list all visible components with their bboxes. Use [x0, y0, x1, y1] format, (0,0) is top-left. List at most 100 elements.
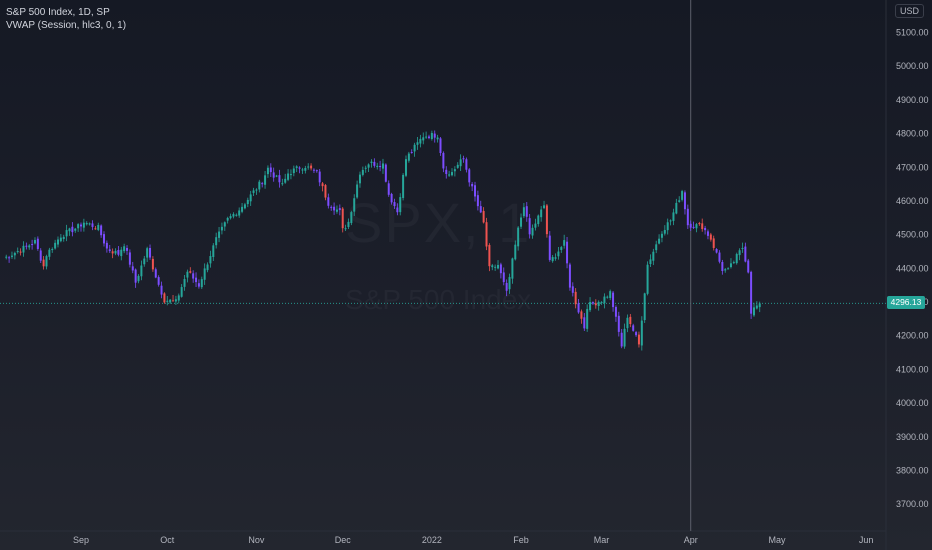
candle-body — [419, 138, 422, 144]
candle-body — [200, 279, 203, 288]
time-tick-label: Oct — [160, 535, 175, 545]
candle-body — [223, 222, 226, 227]
candle-body — [8, 257, 11, 259]
candle-body — [724, 269, 727, 271]
candle-body — [623, 328, 626, 347]
candle-body — [568, 264, 571, 288]
candle-body — [241, 206, 244, 212]
candle-body — [479, 206, 482, 213]
symbol-title[interactable]: S&P 500 Index, 1D, SP — [6, 7, 110, 18]
candle-body — [189, 271, 192, 273]
candle-body — [321, 183, 324, 187]
candle-body — [226, 217, 229, 221]
candle-body — [727, 268, 730, 270]
candle-body — [574, 291, 577, 305]
candle-body — [617, 315, 620, 332]
candle-body — [318, 171, 321, 183]
candle-body — [384, 164, 387, 182]
candle-body — [548, 235, 551, 260]
candle-body — [502, 272, 505, 283]
candle-body — [465, 159, 468, 170]
candle-body — [534, 223, 537, 228]
price-tick-label: 4700.00 — [896, 162, 929, 172]
candle-body — [376, 165, 379, 167]
candle-body — [606, 296, 609, 298]
price-tick-label: 3900.00 — [896, 432, 929, 442]
candle-body — [407, 153, 410, 161]
candle-body — [232, 214, 235, 217]
price-tick-label: 3700.00 — [896, 499, 929, 509]
candle-body — [195, 277, 198, 283]
candle-body — [166, 300, 169, 302]
candle-body — [85, 223, 88, 225]
price-tick-label: 3800.00 — [896, 465, 929, 475]
candle-body — [128, 252, 131, 265]
candle-body — [655, 244, 658, 251]
candle-body — [258, 181, 261, 190]
candle-body — [709, 234, 712, 240]
candle-body — [410, 152, 413, 154]
candle-body — [666, 222, 669, 231]
candle-body — [59, 237, 62, 242]
candle-body — [482, 210, 485, 223]
candle-body — [275, 175, 278, 177]
candle-body — [517, 227, 520, 247]
candle-body — [100, 225, 103, 236]
candle-body — [451, 172, 454, 176]
time-tick-label: Feb — [513, 535, 529, 545]
candle-body — [379, 165, 382, 168]
candle-body — [192, 273, 195, 279]
candle-body — [629, 316, 632, 325]
candle-body — [652, 251, 655, 261]
candle-body — [307, 166, 310, 168]
candle-body — [436, 137, 439, 140]
candle-body — [278, 175, 281, 183]
candle-body — [416, 142, 419, 145]
candle-body — [341, 208, 344, 229]
candle-body — [31, 244, 34, 246]
candle-body — [522, 207, 525, 217]
candle-body — [715, 249, 718, 253]
candle-body — [545, 205, 548, 235]
candle-body — [284, 178, 287, 183]
candle-body — [105, 242, 108, 249]
candle-body — [453, 169, 456, 172]
candle-body — [220, 226, 223, 231]
candle-body — [111, 251, 114, 254]
candle-body — [439, 138, 442, 153]
candle-body — [344, 228, 347, 230]
candle-body — [338, 208, 341, 211]
candle-body — [65, 230, 68, 237]
candle-body — [505, 282, 508, 291]
candle-body — [114, 250, 117, 254]
candle-body — [404, 159, 407, 176]
candle-body — [399, 197, 402, 213]
time-axis[interactable]: Sep Oct Nov Dec 2022 Feb Mar Apr May Jun — [73, 535, 873, 545]
candle-body — [735, 254, 738, 264]
candle-body — [310, 165, 313, 169]
price-tick-label: 4100.00 — [896, 364, 929, 374]
candle-body — [68, 228, 71, 232]
candle-body — [364, 167, 367, 169]
candle-body — [74, 228, 77, 231]
candle-body — [94, 228, 97, 230]
candle-body — [560, 247, 563, 250]
candle-body — [752, 307, 755, 316]
candle-body — [335, 209, 338, 212]
candle-body — [468, 169, 471, 183]
candle-body — [157, 277, 160, 285]
indicator-title[interactable]: VWAP (Session, hlc3, 0, 1) — [6, 20, 127, 31]
currency-badge[interactable]: USD — [894, 4, 924, 18]
candle-body — [36, 238, 39, 249]
chart-legend: S&P 500 Index, 1D, SP VWAP (Session, hlc… — [6, 6, 126, 32]
candle-body — [612, 292, 615, 308]
candle-body — [25, 245, 28, 247]
candle-body — [197, 283, 200, 287]
candle-body — [126, 247, 129, 251]
candle-body — [203, 268, 206, 280]
candle-body — [367, 164, 370, 168]
candle-body — [358, 174, 361, 184]
price-axis[interactable]: 5100.00 5000.00 4900.00 4800.00 4700.00 4600.… — [896, 28, 929, 510]
